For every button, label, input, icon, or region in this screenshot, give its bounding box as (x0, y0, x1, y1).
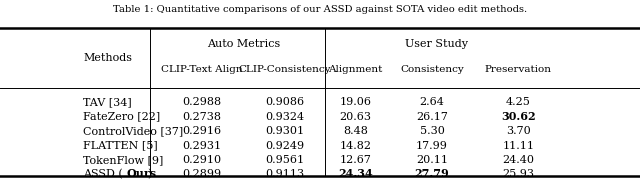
Text: Methods: Methods (83, 53, 132, 63)
Text: 0.9113: 0.9113 (265, 169, 305, 179)
Text: Table 1: Quantitative comparisons of our ASSD against SOTA video edit methods.: Table 1: Quantitative comparisons of our… (113, 5, 527, 14)
Text: Ours: Ours (127, 169, 157, 179)
Text: 4.25: 4.25 (506, 97, 531, 107)
Text: 14.82: 14.82 (339, 140, 371, 151)
Text: User Study: User Study (405, 39, 468, 49)
Text: Consistency: Consistency (400, 65, 464, 74)
Text: 24.40: 24.40 (502, 155, 534, 165)
Text: TokenFlow [9]: TokenFlow [9] (83, 155, 164, 165)
Text: 5.30: 5.30 (420, 126, 444, 136)
Text: 0.2738: 0.2738 (182, 112, 221, 122)
Text: 0.2988: 0.2988 (182, 97, 221, 107)
Text: 19.06: 19.06 (339, 97, 371, 107)
Text: 0.2916: 0.2916 (182, 126, 221, 136)
Text: 27.79: 27.79 (415, 169, 449, 179)
Text: 0.2931: 0.2931 (182, 140, 221, 151)
Text: TAV [34]: TAV [34] (83, 97, 132, 107)
Text: 0.9301: 0.9301 (265, 126, 305, 136)
Text: Auto Metrics: Auto Metrics (207, 39, 280, 49)
Text: 3.70: 3.70 (506, 126, 531, 136)
Text: 2.64: 2.64 (420, 97, 444, 107)
Text: 0.9086: 0.9086 (265, 97, 305, 107)
Text: 0.2910: 0.2910 (182, 155, 221, 165)
Text: Preservation: Preservation (485, 65, 552, 74)
Text: FateZero [22]: FateZero [22] (83, 112, 161, 122)
Text: ): ) (147, 169, 152, 179)
Text: 20.11: 20.11 (416, 155, 448, 165)
Text: 0.2899: 0.2899 (182, 169, 221, 179)
Text: 20.63: 20.63 (339, 112, 371, 122)
Text: 0.9561: 0.9561 (265, 155, 305, 165)
Text: ControlVideo [37]: ControlVideo [37] (83, 126, 184, 136)
Text: 30.62: 30.62 (501, 111, 536, 122)
Text: 11.11: 11.11 (502, 140, 534, 151)
Text: Alignment: Alignment (328, 65, 382, 74)
Text: 25.93: 25.93 (502, 169, 534, 179)
Text: FLATTEN [5]: FLATTEN [5] (83, 140, 158, 151)
Text: ASSD (: ASSD ( (83, 169, 123, 179)
Text: 26.17: 26.17 (416, 112, 448, 122)
Text: 24.34: 24.34 (338, 169, 372, 179)
Text: 8.48: 8.48 (343, 126, 367, 136)
Text: CLIP-Text Align: CLIP-Text Align (161, 65, 243, 74)
Text: 0.9249: 0.9249 (265, 140, 305, 151)
Text: 0.9324: 0.9324 (265, 112, 305, 122)
Text: 12.67: 12.67 (339, 155, 371, 165)
Text: 17.99: 17.99 (416, 140, 448, 151)
Text: CLIP-Consistency: CLIP-Consistency (239, 65, 331, 74)
